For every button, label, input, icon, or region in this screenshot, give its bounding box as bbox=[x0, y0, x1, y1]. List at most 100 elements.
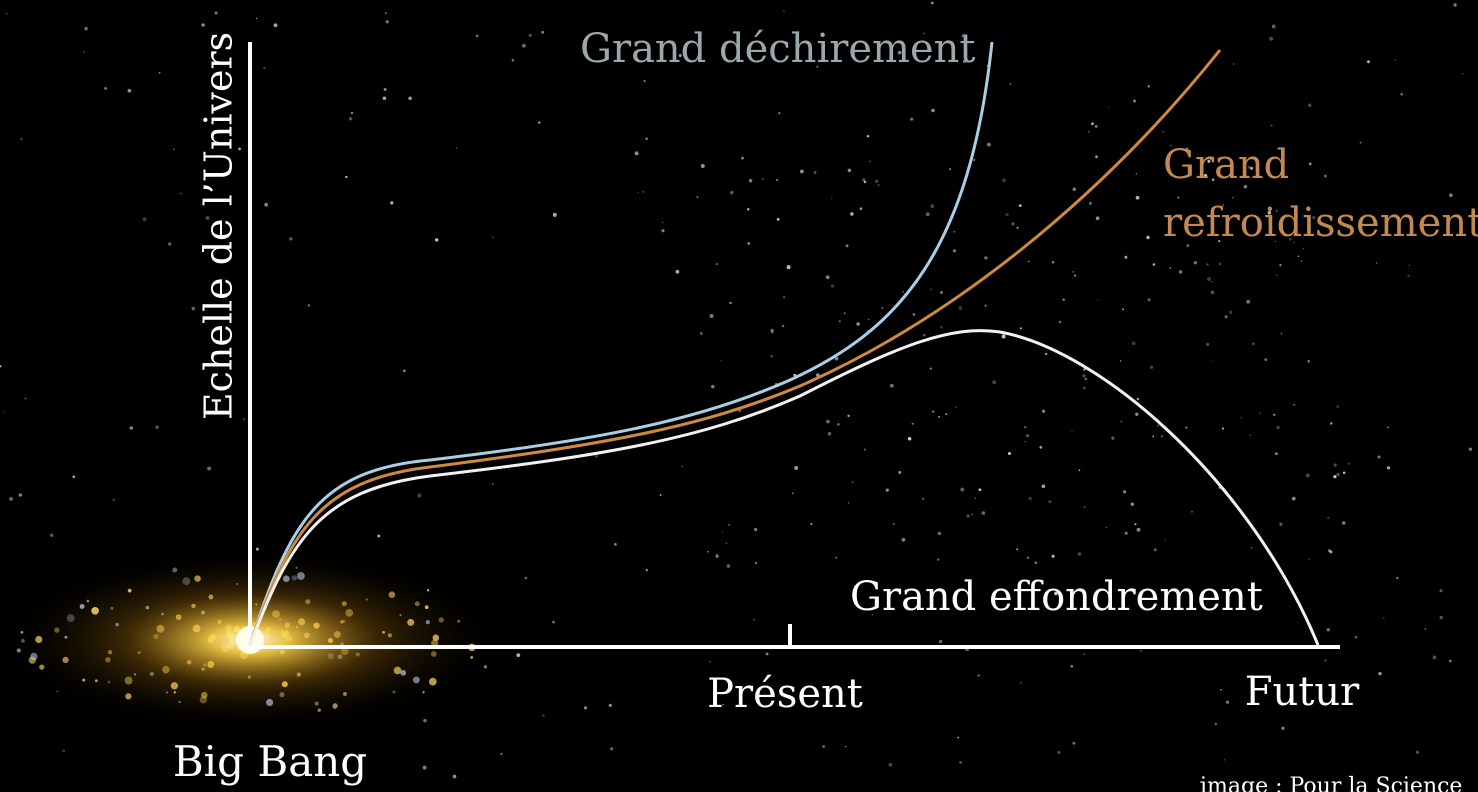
star bbox=[1164, 539, 1167, 541]
star bbox=[1034, 561, 1038, 565]
star bbox=[104, 86, 108, 90]
star bbox=[1302, 247, 1305, 250]
star bbox=[881, 307, 884, 309]
star bbox=[866, 329, 869, 332]
star bbox=[1324, 659, 1327, 662]
star bbox=[1149, 365, 1154, 369]
star bbox=[1122, 308, 1124, 311]
star bbox=[868, 160, 871, 163]
star bbox=[971, 513, 973, 516]
star bbox=[961, 33, 966, 38]
star bbox=[142, 217, 147, 222]
y-axis-label: Echelle de l’Univers bbox=[197, 32, 241, 420]
star bbox=[595, 455, 598, 458]
star bbox=[1153, 548, 1157, 552]
star bbox=[960, 487, 965, 492]
star bbox=[1223, 759, 1226, 761]
star bbox=[1054, 591, 1058, 596]
star bbox=[155, 425, 159, 430]
star bbox=[709, 660, 711, 663]
star bbox=[1070, 665, 1074, 668]
star bbox=[992, 380, 997, 385]
star bbox=[273, 23, 278, 28]
star bbox=[1400, 92, 1404, 96]
star bbox=[1169, 267, 1171, 269]
star bbox=[726, 564, 731, 568]
star bbox=[1023, 425, 1027, 429]
star bbox=[350, 112, 354, 115]
star bbox=[528, 33, 532, 38]
star bbox=[1333, 475, 1337, 479]
star bbox=[1249, 434, 1252, 436]
star bbox=[112, 498, 115, 501]
star bbox=[1267, 210, 1272, 215]
star bbox=[1002, 178, 1006, 183]
star bbox=[1270, 124, 1273, 127]
star bbox=[794, 465, 799, 470]
star bbox=[945, 413, 948, 416]
star bbox=[937, 531, 942, 536]
star bbox=[1206, 342, 1210, 346]
star bbox=[897, 50, 902, 55]
star bbox=[1275, 452, 1278, 456]
star bbox=[1240, 416, 1242, 419]
star bbox=[898, 471, 902, 474]
star bbox=[1124, 531, 1128, 535]
star bbox=[238, 147, 241, 151]
star bbox=[923, 32, 926, 35]
star bbox=[610, 747, 614, 751]
star bbox=[20, 137, 23, 141]
star bbox=[752, 618, 756, 621]
star bbox=[289, 237, 293, 241]
star bbox=[753, 527, 758, 532]
star bbox=[874, 179, 879, 183]
star bbox=[1307, 103, 1312, 108]
star bbox=[1136, 397, 1140, 401]
star bbox=[1336, 472, 1340, 477]
star bbox=[1087, 130, 1090, 133]
star bbox=[583, 706, 588, 710]
star bbox=[1273, 413, 1276, 416]
star bbox=[1105, 526, 1108, 529]
star bbox=[888, 762, 893, 767]
star bbox=[1432, 655, 1437, 660]
star bbox=[1258, 412, 1261, 415]
star bbox=[847, 414, 850, 418]
star bbox=[1160, 435, 1163, 438]
star bbox=[1211, 280, 1213, 283]
star bbox=[1135, 195, 1140, 200]
star bbox=[1025, 434, 1030, 438]
star bbox=[1024, 440, 1026, 443]
star bbox=[978, 488, 982, 492]
star bbox=[1124, 255, 1128, 259]
star bbox=[748, 178, 753, 183]
star bbox=[645, 137, 648, 141]
star bbox=[721, 531, 724, 534]
star bbox=[455, 147, 458, 149]
star bbox=[1152, 435, 1155, 438]
star bbox=[255, 547, 259, 551]
star bbox=[1077, 552, 1082, 556]
star bbox=[962, 59, 967, 64]
star bbox=[1439, 589, 1443, 593]
curve-label: Grand bbox=[1163, 142, 1289, 188]
star bbox=[1407, 274, 1410, 277]
star bbox=[835, 556, 838, 559]
star bbox=[243, 418, 246, 421]
star bbox=[800, 169, 804, 174]
star bbox=[1308, 162, 1312, 166]
star bbox=[1453, 3, 1457, 7]
star bbox=[1045, 352, 1048, 356]
star bbox=[1073, 274, 1077, 277]
star bbox=[1367, 60, 1370, 64]
star bbox=[659, 494, 662, 496]
star bbox=[642, 190, 645, 193]
star bbox=[1082, 374, 1086, 378]
star bbox=[813, 171, 817, 174]
star bbox=[345, 175, 348, 179]
star bbox=[500, 752, 503, 755]
star bbox=[952, 249, 957, 253]
star bbox=[901, 537, 906, 542]
star bbox=[9, 496, 14, 501]
star bbox=[5, 12, 8, 15]
